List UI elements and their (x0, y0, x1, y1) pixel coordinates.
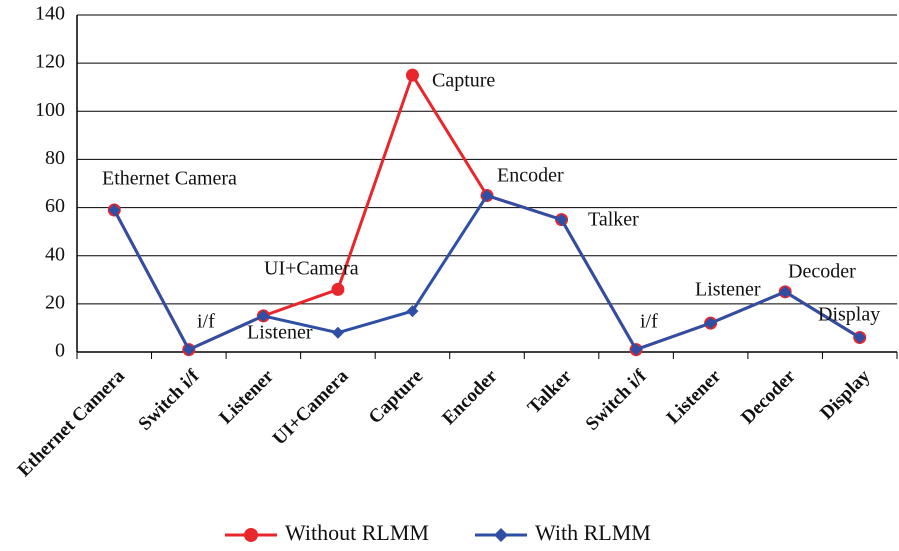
annotation: Ethernet Camera (102, 168, 237, 190)
annotation: i/f (640, 311, 658, 333)
point (704, 317, 717, 330)
annotation: Encoder (497, 165, 564, 187)
y-tick-label: 80 (45, 147, 65, 169)
y-tick-label: 140 (35, 3, 65, 25)
annotation: Listener (695, 279, 761, 301)
annotation: Listener (247, 322, 313, 344)
point (108, 203, 121, 216)
point (257, 309, 270, 322)
point (630, 343, 643, 356)
annotation: Decoder (788, 261, 856, 283)
annotation: UI+Camera (264, 258, 359, 280)
point (331, 282, 345, 296)
x-tick-label: UI+Camera (269, 365, 353, 449)
x-tick-label: Display (816, 365, 875, 424)
point (331, 326, 344, 339)
point (182, 343, 195, 356)
point (555, 213, 568, 226)
x-tick-label: Encoder (438, 365, 502, 429)
x-tick-label: Talker (524, 365, 577, 418)
y-tick-label: 20 (45, 291, 65, 313)
y-tick-label: 60 (45, 195, 65, 217)
annotation: i/f (197, 311, 215, 333)
y-tick-label: 0 (55, 340, 65, 362)
annotation: Talker (588, 209, 639, 231)
x-tick-label: Ethernet Camera (14, 365, 130, 481)
legend-marker (494, 528, 508, 542)
y-tick-label: 120 (35, 51, 65, 73)
legend-marker (244, 528, 258, 542)
point (405, 68, 419, 82)
x-tick-label: Decoder (737, 365, 800, 428)
x-tick-label: Switch i/f (582, 365, 651, 434)
x-tick-label: Switch i/f (134, 365, 203, 434)
y-tick-label: 100 (35, 99, 65, 121)
point (406, 305, 419, 318)
x-tick-label: Listener (663, 365, 726, 428)
annotation: Display (818, 304, 880, 326)
series-line (112, 193, 861, 352)
legend-label: Without RLMM (285, 520, 429, 545)
y-tick-label: 40 (45, 243, 65, 265)
point (481, 189, 493, 202)
point (779, 285, 792, 298)
x-tick-label: Listener (215, 365, 278, 428)
point (853, 331, 866, 344)
legend-label: With RLMM (535, 520, 651, 545)
x-tick-label: Capture (365, 366, 427, 428)
annotation: Capture (432, 70, 495, 92)
